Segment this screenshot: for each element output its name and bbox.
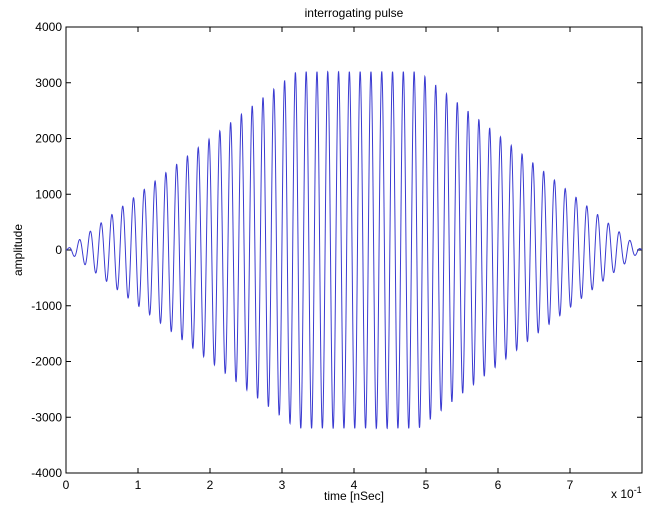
- x-tick-label: 2: [207, 478, 214, 492]
- x-axis-multiplier-exponent: -1: [634, 485, 642, 495]
- x-tick-label: 1: [135, 478, 142, 492]
- y-tick-label: 3000: [35, 76, 62, 90]
- axis-ticks: 0 1 2 3 4 5 6 7 -4000 -3000 -2000 -1000 0 1000 2000 300…: [31, 20, 642, 492]
- y-tick-label: 0: [55, 243, 62, 257]
- x-axis-label: time [nSec]: [324, 489, 384, 503]
- x-tick-label: 3: [279, 478, 286, 492]
- y-tick-label: 1000: [35, 187, 62, 201]
- x-tick-label: 7: [567, 478, 574, 492]
- x-tick-label: 0: [63, 478, 70, 492]
- x-tick-label: 4: [351, 478, 358, 492]
- y-tick-label: -1000: [31, 299, 62, 313]
- y-tick-label: 4000: [35, 20, 62, 34]
- y-axis-label: amplitude: [11, 224, 25, 276]
- x-tick-label: 5: [423, 478, 430, 492]
- y-tick-label: -2000: [31, 355, 62, 369]
- chart-title: interrogating pulse: [305, 6, 404, 20]
- y-tick-label: -3000: [31, 410, 62, 424]
- signal-line: [65, 70, 643, 430]
- x-axis-multiplier-base: x 10: [611, 487, 634, 501]
- y-tick-label: 2000: [35, 132, 62, 146]
- x-axis-multiplier: x 10-1: [611, 485, 642, 501]
- y-tick-label: -4000: [31, 466, 62, 480]
- x-tick-label: 6: [495, 478, 502, 492]
